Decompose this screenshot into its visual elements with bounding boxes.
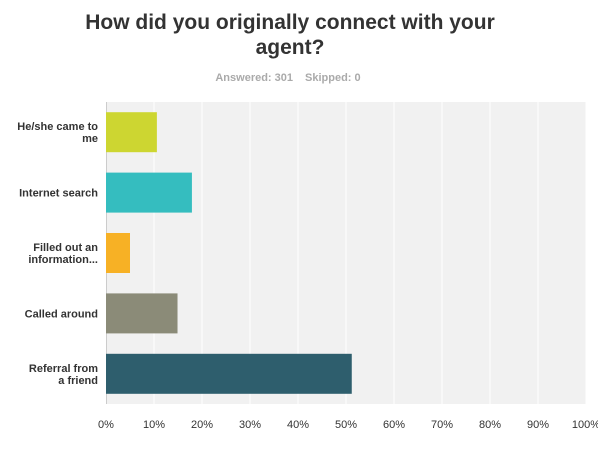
skipped-count: Skipped: 0 [305,72,361,84]
bar[interactable] [106,172,192,213]
gridlines [106,102,587,404]
x-tick-label: 0% [98,419,114,431]
x-tick-label: 20% [191,419,213,431]
category-label: He/she came to me [17,121,98,145]
x-tick-labels: 0% 10% 20% 30% 40% 50% 60% 70% 80% 90% 100% [98,419,598,431]
x-tick-label: 80% [479,419,501,431]
x-tick-label: 10% [143,419,165,431]
category-label: Referral from a friend [29,363,98,387]
x-tick-label: 60% [383,419,405,431]
x-tick-label: 100% [572,419,598,431]
x-tick-label: 50% [335,419,357,431]
bar[interactable] [106,233,130,273]
category-label: Called around [25,308,98,320]
answered-count: Answered: 301 [215,72,294,84]
category-label: Internet search [19,188,98,200]
category-labels: He/she came to me Internet search Filled ou… [17,121,98,387]
bar[interactable] [106,293,178,334]
x-tick-label: 30% [239,419,261,431]
x-tick-label: 40% [287,419,309,431]
x-tick-label: 90% [527,419,549,431]
bar[interactable] [106,353,352,394]
bars [106,112,352,394]
category-label: Filled out an information... [28,242,98,266]
x-tick-label: 70% [431,419,453,431]
response-summary: Answered: 301 Skipped: 0 [0,72,576,84]
chart-title: How did you originally connect with your… [85,11,495,59]
bar[interactable] [106,112,157,153]
